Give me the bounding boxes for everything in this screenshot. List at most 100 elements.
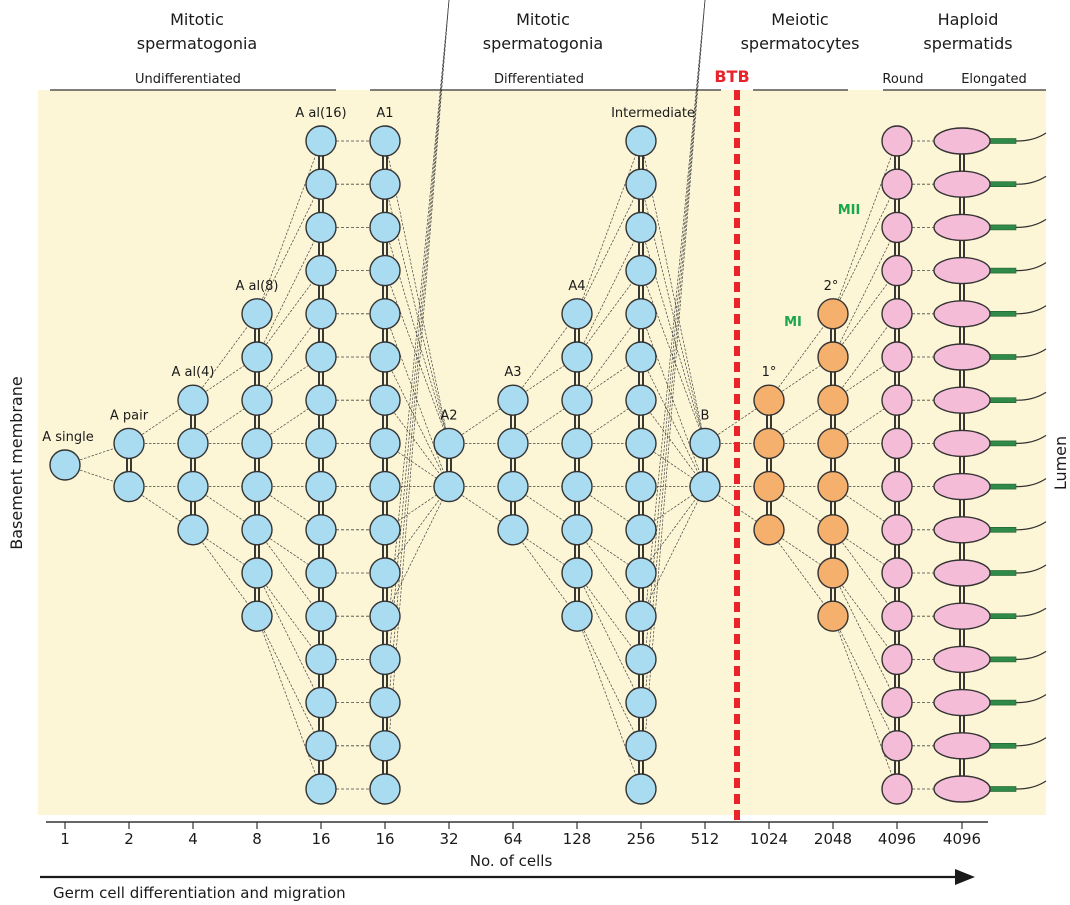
spermatogonium-cell <box>369 168 401 200</box>
spermatogonium-cell <box>241 341 273 373</box>
spermatocyte-cell <box>753 384 785 416</box>
lineage-connector <box>384 0 450 660</box>
spermatogonium-cell <box>177 514 209 546</box>
spermatogonium-cell <box>305 643 337 676</box>
round-spermatid <box>881 730 913 762</box>
lineage-connector <box>576 227 642 358</box>
round-spermatid <box>881 168 913 200</box>
round-spermatid <box>881 254 913 287</box>
spermatogonium-cell <box>497 470 529 503</box>
spermatocyte-cell <box>753 514 785 546</box>
spermatogonium-cell <box>305 514 337 546</box>
lineage-connector <box>256 572 322 703</box>
lineage-connector <box>256 313 322 401</box>
phase-title-haploid-1: Haploid <box>938 10 999 29</box>
spermatogonium-cell <box>625 341 657 373</box>
subgroup-differentiated: Differentiated <box>494 72 584 87</box>
sperm-midpiece <box>989 742 1017 749</box>
lineage-connector <box>384 486 450 574</box>
elongated-spermatid <box>933 213 991 242</box>
lineage-connector <box>640 486 706 574</box>
spermatocyte-cell <box>817 557 849 589</box>
column-label: A3 <box>504 365 521 380</box>
column-label: A1 <box>376 106 393 121</box>
lineage-connector <box>256 184 322 314</box>
lineage-connector <box>576 313 642 401</box>
lineage-connector <box>576 572 642 660</box>
spermatocyte-cell <box>753 470 785 503</box>
spermatogonium-cell <box>305 600 337 632</box>
lineage-connector <box>256 140 322 314</box>
column-label: A single <box>42 430 94 445</box>
column-label: A4 <box>568 279 585 294</box>
lineage-connector <box>576 616 642 746</box>
germ-cells <box>49 125 1047 805</box>
spermatogonium-cell <box>305 125 337 157</box>
spermatogonium-cell <box>305 557 337 589</box>
spermatogonium-cell <box>433 427 465 460</box>
lineage-connector <box>640 486 706 617</box>
sperm-midpiece <box>989 526 1017 533</box>
spermatogonium-cell <box>305 730 337 762</box>
lineage-connector <box>576 184 642 314</box>
spermatogonium-cell <box>241 298 273 330</box>
elongated-spermatid <box>933 732 991 760</box>
spermatogonium-cell <box>369 686 401 719</box>
round-spermatid <box>881 600 913 632</box>
spermatogonium-cell <box>305 773 337 805</box>
round-spermatid <box>881 125 913 157</box>
spermatogonium-cell <box>625 427 657 460</box>
spermatogonium-cell <box>241 557 273 589</box>
lineage-connector <box>576 270 642 358</box>
spermatogonium-cell <box>369 427 401 460</box>
sperm-midpiece <box>989 570 1017 576</box>
spermatogonium-cell <box>369 384 401 416</box>
lineage-connector <box>192 529 258 617</box>
spermatogonium-cell <box>561 384 593 416</box>
count-axis-tick-label: 2048 <box>814 830 852 848</box>
spermatocyte-cell <box>817 341 849 373</box>
round-spermatid <box>881 341 913 373</box>
column-label: B <box>701 408 710 423</box>
spermatogonium-cell <box>625 254 657 287</box>
sperm-tail <box>990 175 1047 185</box>
spermatogonium-cell <box>305 427 337 460</box>
count-axis-tick-label: 32 <box>439 830 458 848</box>
round-spermatid <box>881 427 913 460</box>
spermatogonium-cell <box>369 514 401 546</box>
spermatogonium-cell <box>497 384 529 416</box>
phase-title-haploid-2: spermatids <box>923 34 1012 53</box>
elongated-spermatid <box>933 386 991 414</box>
phase-title-mitotic-diff-2: spermatogonia <box>483 34 603 53</box>
spermatogonium-cell <box>49 449 81 481</box>
lineage-connector <box>512 313 578 401</box>
lineage-connector <box>576 572 642 703</box>
elongated-spermatid <box>933 775 991 803</box>
lineage-connector <box>256 529 322 617</box>
sperm-midpiece <box>989 397 1017 404</box>
lineage-connector <box>576 616 642 790</box>
spermatogonium-cell <box>625 557 657 589</box>
spermatogonium-cell <box>113 427 145 460</box>
round-spermatid <box>881 686 913 719</box>
sperm-tail <box>990 478 1047 488</box>
lumen-label: Lumen <box>1051 436 1070 490</box>
spermatogonium-cell <box>369 643 401 676</box>
spermatogonium-cell <box>241 514 273 546</box>
spermatocyte-cell <box>817 600 849 632</box>
spermatogonium-cell <box>497 514 529 546</box>
spermatocyte-cell <box>817 514 849 546</box>
column-label: 1° <box>762 365 777 380</box>
sperm-tail <box>990 218 1047 228</box>
sperm-midpiece <box>989 267 1017 274</box>
round-spermatid <box>881 298 913 330</box>
spermatogonium-cell <box>305 470 337 503</box>
sperm-tail <box>990 650 1047 660</box>
count-axis-tick-label: 4096 <box>943 830 981 848</box>
spermatogonium-cell <box>369 298 401 330</box>
lineage-connector <box>640 140 706 444</box>
spermatogonium-cell <box>305 384 337 416</box>
count-axis-tick-label: 16 <box>375 830 394 848</box>
subgroup-elongated: Elongated <box>961 72 1027 87</box>
